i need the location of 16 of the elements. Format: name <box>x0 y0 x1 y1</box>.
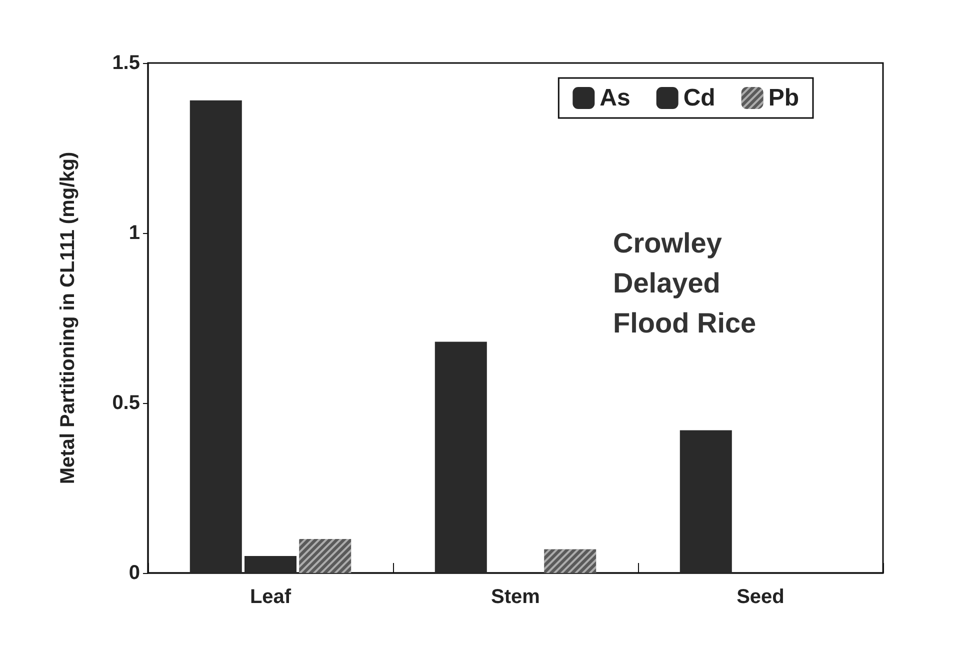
y-tick-label: 0 <box>128 562 140 584</box>
bar <box>244 556 296 573</box>
x-tick-label: Seed <box>736 586 784 608</box>
bar <box>434 342 487 573</box>
x-tick-label: Leaf <box>250 586 292 608</box>
legend-label: Pb <box>768 84 800 112</box>
y-axis-title: Metal Partitioning in CL111 (mg/kg) <box>57 152 79 484</box>
bar <box>680 430 732 573</box>
y-tick-label: 1.5 <box>112 52 140 74</box>
y-tick-label: 0.5 <box>112 392 140 414</box>
bar <box>190 100 242 573</box>
x-tick-label: Stem <box>491 586 540 608</box>
annotation: Crowley Delayed Flood Rice <box>613 228 756 338</box>
legend-label: Cd <box>683 84 716 112</box>
y-tick-label: 1 <box>128 222 140 244</box>
legend-label: As <box>600 84 630 112</box>
